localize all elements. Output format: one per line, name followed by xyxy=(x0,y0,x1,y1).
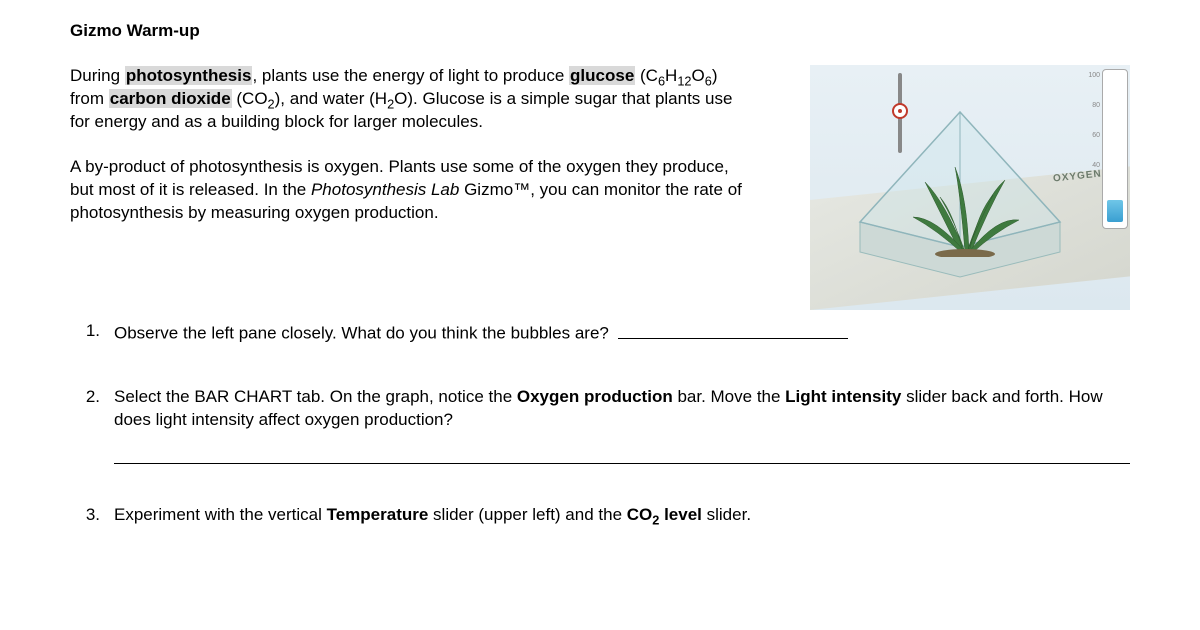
q3-text: slider (upper left) and the xyxy=(428,505,626,524)
p1-text: ), and water (H xyxy=(275,89,387,108)
paragraph-2: A by-product of photosynthesis is oxygen… xyxy=(70,156,750,225)
plant-icon xyxy=(905,162,1025,257)
question-2: 2. Select the BAR CHART tab. On the grap… xyxy=(70,386,1130,465)
q3-text: slider. xyxy=(702,505,751,524)
gauge-tick: 60 xyxy=(1092,131,1100,140)
p1-text: During xyxy=(70,66,125,85)
content-row: During photosynthesis, plants use the en… xyxy=(70,65,1130,310)
question-text: Select the BAR CHART tab. On the graph, … xyxy=(114,386,1130,465)
term-temperature: Temperature xyxy=(327,505,429,524)
terrarium-diagram: OXYGEN 100 80 60 40 xyxy=(810,65,1130,310)
question-number: 1. xyxy=(70,320,114,346)
oxygen-gauge-fill xyxy=(1107,200,1123,222)
term-light-intensity: Light intensity xyxy=(785,387,901,406)
p1-text: O xyxy=(692,66,705,85)
gauge-tick: 40 xyxy=(1092,161,1100,170)
question-3: 3. Experiment with the vertical Temperat… xyxy=(70,504,1130,527)
terrarium xyxy=(850,102,1070,282)
q2-text: bar. Move the xyxy=(673,387,785,406)
questions-list: 1. Observe the left pane closely. What d… xyxy=(70,320,1130,527)
gizmo-name: Photosynthesis Lab xyxy=(311,180,459,199)
question-number: 3. xyxy=(70,504,114,527)
term-glucose: glucose xyxy=(569,66,635,85)
gauge-tick: 80 xyxy=(1092,101,1100,110)
p1-text: (C xyxy=(635,66,658,85)
term-co2-level: CO2 level xyxy=(627,505,702,524)
section-heading: Gizmo Warm-up xyxy=(70,20,1130,43)
p1-text: , plants use the energy of light to prod… xyxy=(252,66,569,85)
q2-text: Select the BAR CHART tab. On the graph, … xyxy=(114,387,517,406)
sub: 12 xyxy=(677,73,691,88)
term-carbon-dioxide: carbon dioxide xyxy=(109,89,232,108)
question-text: Observe the left pane closely. What do y… xyxy=(114,320,1130,346)
question-1: 1. Observe the left pane closely. What d… xyxy=(70,320,1130,346)
q1-text: Observe the left pane closely. What do y… xyxy=(114,324,609,343)
answer-blank[interactable] xyxy=(114,463,1130,464)
p1-text: H xyxy=(665,66,677,85)
p1-text: (CO xyxy=(232,89,268,108)
q3-text: Experiment with the vertical xyxy=(114,505,327,524)
gauge-tick: 100 xyxy=(1088,71,1100,80)
oxygen-gauge xyxy=(1102,69,1128,229)
paragraph-1: During photosynthesis, plants use the en… xyxy=(70,65,750,134)
text-column: During photosynthesis, plants use the en… xyxy=(70,65,790,310)
question-number: 2. xyxy=(70,386,114,465)
sub: 2 xyxy=(268,96,275,111)
answer-blank[interactable] xyxy=(618,320,848,339)
term-photosynthesis: photosynthesis xyxy=(125,66,253,85)
term-oxygen-production: Oxygen production xyxy=(517,387,673,406)
sub: 6 xyxy=(705,73,712,88)
sub: 6 xyxy=(658,73,665,88)
question-text: Experiment with the vertical Temperature… xyxy=(114,504,1130,527)
